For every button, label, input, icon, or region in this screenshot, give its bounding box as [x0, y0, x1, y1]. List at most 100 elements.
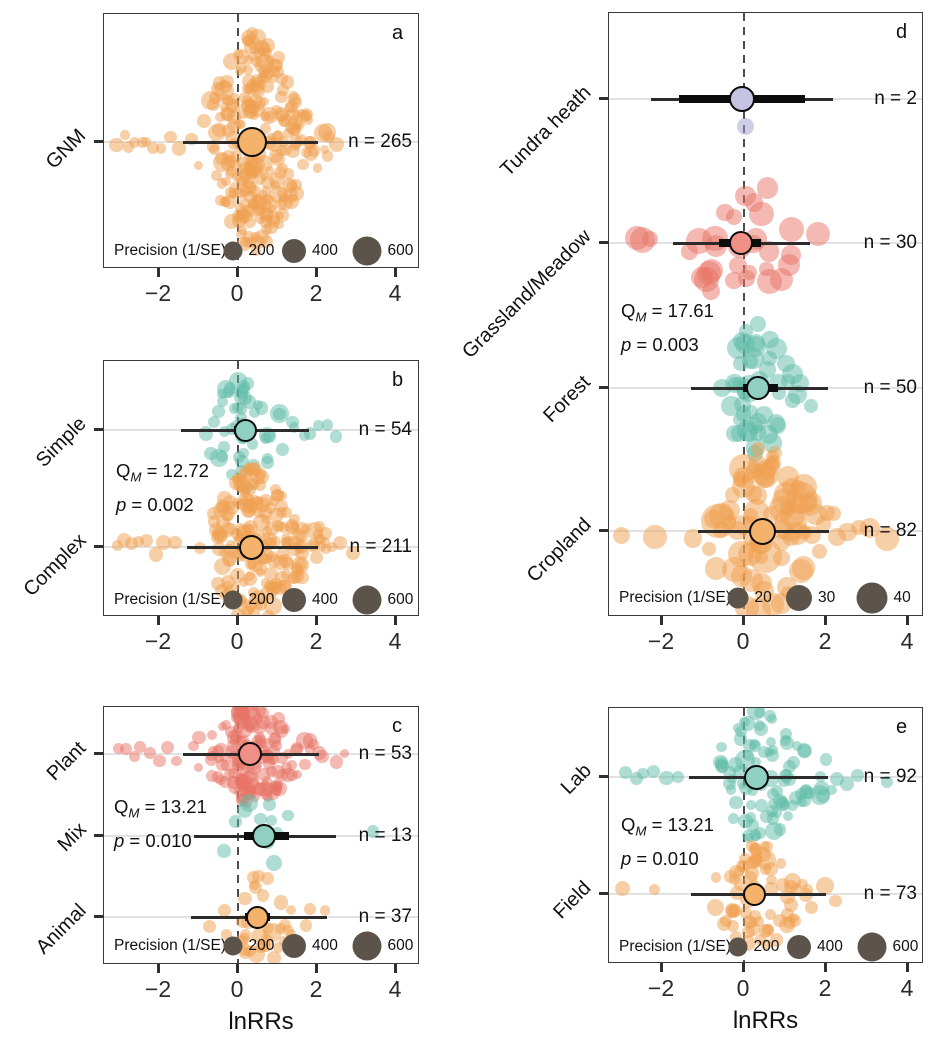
- swarm-dot: [250, 81, 262, 93]
- swarm-dot: [274, 210, 284, 221]
- swarm-dot: [193, 161, 203, 171]
- x-axis-tick: [235, 964, 239, 973]
- swarm-dot: [211, 525, 226, 540]
- swarm-dot: [298, 430, 310, 442]
- swarm-dot: [725, 904, 739, 917]
- swarm-dot: [720, 915, 732, 927]
- swarm-dot: [786, 522, 810, 546]
- swarm-dot: [207, 515, 221, 528]
- swarm-dot: [648, 883, 661, 896]
- swarm-dot: [614, 880, 630, 896]
- swarm-dot: [681, 243, 698, 260]
- swarm-dot: [238, 891, 252, 906]
- heterogeneity-stats: QM = 12.72 p = 0.002: [116, 457, 209, 518]
- swarm-dot: [237, 391, 252, 406]
- swarm-dot: [160, 741, 174, 755]
- swarm-dot: [769, 933, 784, 947]
- swarm-dot: [327, 542, 337, 552]
- swarm-dot: [218, 547, 230, 558]
- precision-legend-circle: [727, 587, 749, 609]
- swarm-dot: [253, 505, 266, 518]
- precision-legend-title: Precision (1/SE): [114, 937, 226, 954]
- mean-estimate-point: [237, 742, 262, 766]
- swarm-dot: [220, 102, 231, 113]
- swarm-dot: [309, 551, 323, 565]
- swarm-dot: [851, 768, 864, 782]
- n-label: n = 30: [863, 232, 917, 253]
- swarm-dot: [128, 750, 140, 762]
- swarm-dot: [254, 470, 269, 485]
- swarm-dot: [269, 732, 282, 744]
- swarm-dot: [770, 807, 782, 818]
- swarm-dot: [875, 526, 899, 551]
- swarm-dot: [791, 741, 803, 752]
- swarm-dot: [764, 882, 778, 896]
- swarm-dot: [329, 430, 343, 443]
- swarm-dot: [783, 872, 802, 890]
- swarm-dot: [290, 96, 302, 109]
- swarm-dot: [284, 520, 299, 535]
- swarm-dot: [280, 762, 293, 774]
- precision-legend-circle: [282, 239, 306, 263]
- x-axis-tick-label: −2: [144, 280, 172, 306]
- swarm-dot: [232, 401, 244, 414]
- swarm-dot: [329, 754, 344, 769]
- swarm-dot: [289, 514, 300, 525]
- swarm-dot: [250, 244, 262, 256]
- group-label-plant: Plant: [42, 737, 91, 785]
- swarm-dot: [760, 923, 774, 937]
- swarm-dot: [757, 746, 771, 759]
- n-label: n = 37: [358, 906, 412, 927]
- swarm-dot: [134, 740, 147, 753]
- swarm-dot: [783, 897, 799, 913]
- swarm-dot: [724, 487, 740, 503]
- swarm-dot: [239, 92, 251, 104]
- heterogeneity-stats: QM = 17.61 p = 0.003: [621, 297, 714, 358]
- swarm-dot: [754, 798, 768, 812]
- x-axis-tick-label: 4: [388, 628, 402, 654]
- swarm-dot: [271, 712, 286, 726]
- swarm-dot: [706, 898, 724, 917]
- swarm-dot: [119, 129, 130, 140]
- x-axis-tick-label: −2: [647, 975, 675, 1001]
- swarm-dot: [268, 754, 280, 766]
- swarm-dot: [319, 527, 333, 541]
- panel-b: n = 54 n = 211 b QM = 12.72 p = 0.002 Precisi…: [103, 360, 419, 616]
- swarm-dot: [235, 482, 245, 492]
- swarm-dot: [819, 753, 833, 766]
- swarm-dot: [777, 355, 795, 373]
- swarm-dot: [233, 757, 243, 768]
- swarm-dot: [223, 769, 236, 782]
- group-label-animal: Animal: [31, 899, 91, 959]
- swarm-dot: [741, 829, 754, 842]
- swarm-dot: [236, 62, 248, 74]
- swarm-dot: [250, 232, 261, 243]
- swarm-dot: [112, 540, 123, 551]
- swarm-dot: [230, 582, 240, 592]
- swarm-dot: [208, 92, 221, 104]
- x-axis-tick: [823, 616, 827, 625]
- swarm-dot: [773, 913, 787, 928]
- swarm-dot: [243, 65, 253, 75]
- swarm-dot: [745, 485, 762, 502]
- swarm-dot: [243, 493, 254, 503]
- n-label: n = 73: [863, 883, 917, 904]
- precision-legend-title: Precision (1/SE): [619, 589, 731, 606]
- swarm-dot: [741, 265, 758, 281]
- swarm-dot: [737, 777, 749, 789]
- swarm-dot: [612, 526, 631, 544]
- swarm-dot: [735, 185, 756, 206]
- swarm-dot: [268, 745, 281, 757]
- swarm-dot: [188, 740, 199, 752]
- swarm-dot: [273, 941, 285, 953]
- swarm-dot: [313, 419, 325, 431]
- swarm-dot: [733, 732, 747, 746]
- swarm-dot: [725, 209, 742, 226]
- swarm-dot: [646, 764, 660, 778]
- y-axis-tick: [599, 96, 608, 100]
- swarm-dot: [764, 862, 778, 876]
- swarm-dot: [251, 614, 263, 615]
- swarm-dot: [219, 752, 229, 763]
- precision-legend-value: 600: [387, 242, 414, 259]
- precision-legend-title: Precision (1/SE): [619, 938, 731, 955]
